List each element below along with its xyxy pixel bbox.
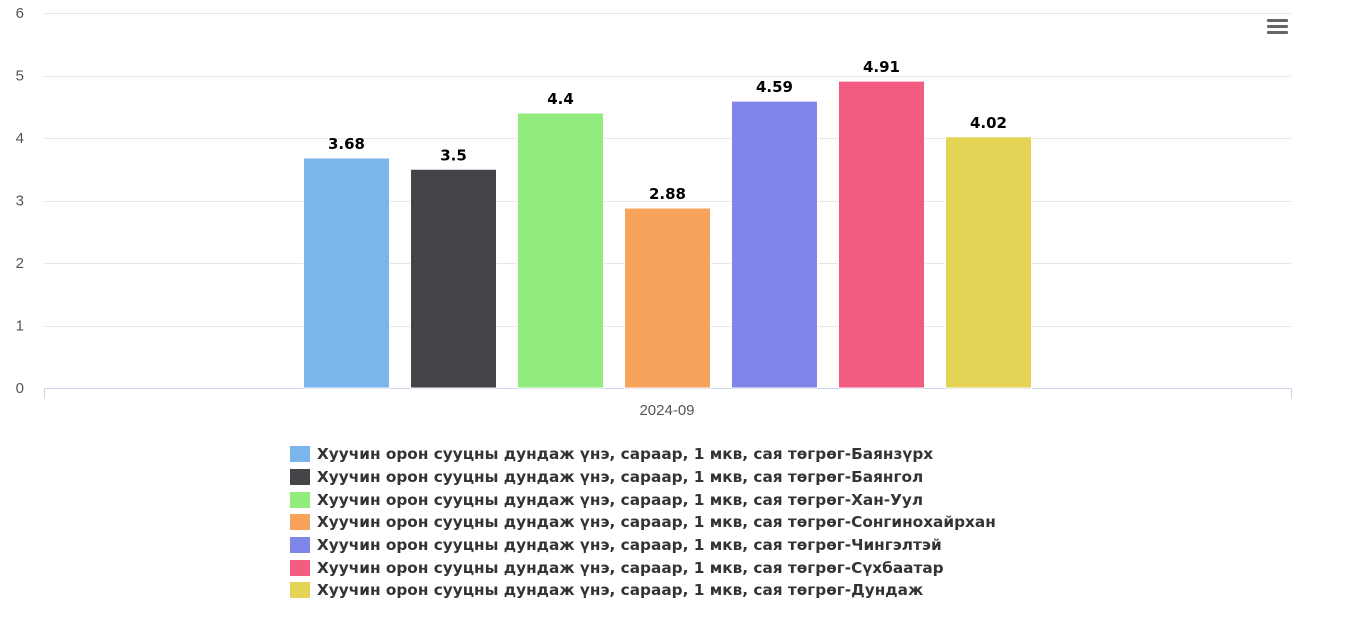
legend-item[interactable]: Хуучин орон сууцны дундаж үнэ, сараар, 1… [290,511,996,534]
legend-swatch [290,491,310,508]
y-axis: 0 1 2 3 4 5 6 [16,5,24,397]
legend-swatch [290,469,310,486]
bar[interactable] [624,207,711,389]
legend-label: Хуучин орон сууцны дундаж үнэ, сараар, 1… [317,468,924,487]
bar[interactable] [517,112,604,389]
legend-item[interactable]: Хуучин орон сууцны дундаж үнэ, сараар, 1… [290,443,996,466]
y-tick-label: 2 [16,255,24,272]
data-label: 4.4 [547,90,574,108]
y-tick-label: 6 [16,5,24,22]
data-label: 4.59 [756,78,793,96]
legend-item[interactable]: Хуучин орон сууцны дундаж үнэ, сараар, 1… [290,488,996,511]
data-label: 3.68 [328,135,365,153]
legend-label: Хуучин орон сууцны дундаж үнэ, сараар, 1… [317,513,996,532]
x-axis: 2024-09 [44,388,1292,419]
x-tick-label: 2024-09 [639,402,694,419]
legend-label: Хуучин орон сууцны дундаж үнэ, сараар, 1… [317,445,934,464]
legend-item[interactable]: Хуучин орон сууцны дундаж үнэ, сараар, 1… [290,534,996,557]
bar[interactable] [731,100,818,389]
legend-label: Хуучин орон сууцны дундаж үнэ, сараар, 1… [317,558,944,577]
bar[interactable] [945,136,1032,389]
legend-item[interactable]: Хуучин орон сууцны дундаж үнэ, сараар, 1… [290,579,996,602]
legend-swatch [290,514,310,531]
bar-chart: 0 1 2 3 4 5 6 2024-09 3.68 3.5 4.4 2.88 4.59 4.91 4.… [16,5,1292,419]
legend-swatch [290,582,310,599]
hamburger-menu-icon[interactable] [1262,16,1292,42]
legend-swatch [290,446,310,463]
data-labels: 3.68 3.5 4.4 2.88 4.59 4.91 4.02 [327,57,1008,204]
y-tick-label: 5 [16,68,24,85]
legend-label: Хуучин орон сууцны дундаж үнэ, сараар, 1… [317,536,942,555]
bar-series [303,80,1032,389]
legend-swatch [290,559,310,576]
legend-label: Хуучин орон сууцны дундаж үнэ, сараар, 1… [317,581,924,600]
y-tick-label: 3 [16,193,24,210]
y-tick-label: 1 [16,318,24,335]
y-tick-label: 0 [16,380,24,397]
legend-item[interactable]: Хуучин орон сууцны дундаж үнэ, сараар, 1… [290,466,996,489]
legend-item[interactable]: Хуучин орон сууцны дундаж үнэ, сараар, 1… [290,556,996,579]
legend-swatch [290,537,310,554]
data-label: 4.91 [863,58,900,76]
legend: Хуучин орон сууцны дундаж үнэ, сараар, 1… [290,443,996,602]
gridlines [44,13,1291,327]
data-label: 4.02 [970,114,1007,132]
legend-label: Хуучин орон сууцны дундаж үнэ, сараар, 1… [317,490,924,509]
y-tick-label: 4 [16,130,24,147]
bar[interactable] [838,80,925,389]
bar[interactable] [303,157,390,389]
data-label: 2.88 [649,185,686,203]
data-label: 3.5 [440,146,467,164]
bar[interactable] [410,168,497,389]
